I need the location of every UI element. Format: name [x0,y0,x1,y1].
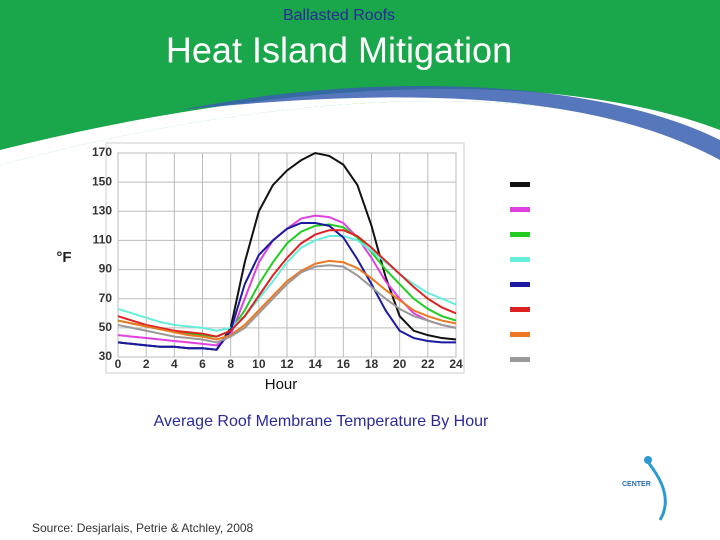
x-tick-label: 16 [337,357,351,371]
y-tick-label: 70 [99,291,113,305]
y-axis-label: °F [56,249,71,266]
legend-swatch [510,232,530,237]
legend-label: Concrete Paver [541,298,645,315]
legend-swatch [510,207,530,212]
legend-swatch [510,307,530,312]
x-tick-label: 14 [308,357,322,371]
series-line [117,264,457,344]
series-line [117,229,457,338]
x-tick-label: 4 [171,357,178,371]
legend-swatch [510,282,530,287]
series-line [117,221,456,351]
heading: Heat Island Mitigation [166,30,512,71]
legend-swatch [510,182,530,187]
legend-swatch [510,357,530,362]
x-tick-label: 18 [365,357,379,371]
caption: Average Roof Membrane Temperature By Hou… [154,413,489,430]
slide-title: Ballasted Roofs [283,7,395,24]
x-tick-label: 0 [115,357,122,371]
legend-label: Med. Ballast (17#) [541,223,663,240]
y-tick-label: 30 [99,349,113,363]
logo: CENTER [622,456,667,521]
y-tick-label: 90 [99,262,113,276]
x-tick-label: 6 [199,357,206,371]
legend-label: White TPO [541,273,614,290]
series-line [117,259,457,341]
legend-label: Light Ballast (10#) [541,198,662,215]
legend-label: Painted Paver 1 [541,323,648,340]
x-tick-label: 8 [227,357,234,371]
logo-figure [646,461,667,521]
legend-label: Painted Paver 2 [541,348,648,365]
legend-label: Black EPDM [541,173,625,190]
y-tick-label: 150 [92,174,112,188]
swoosh-blue [180,86,720,160]
y-tick-label: 110 [93,233,113,247]
x-tick-label: 2 [143,357,150,371]
x-tick-label: 10 [252,357,266,371]
x-tick-label: 24 [449,357,463,371]
legend-swatch [510,257,530,262]
x-tick-label: 22 [421,357,435,371]
legend-label: Heavy Ballast (21#) [541,248,672,265]
source: Source: Desjarlais, Petrie & Atchley, 20… [32,521,254,535]
x-tick-label: 12 [280,357,294,371]
logo-text: CENTER [622,481,651,488]
x-axis-label: Hour [265,376,298,393]
legend-swatch [510,332,530,337]
swoosh-white [0,88,720,165]
x-tick-label: 20 [393,357,407,371]
y-tick-label: 170 [92,145,112,159]
logo-head [644,456,652,464]
y-tick-label: 130 [92,203,112,217]
y-tick-label: 50 [99,320,113,334]
